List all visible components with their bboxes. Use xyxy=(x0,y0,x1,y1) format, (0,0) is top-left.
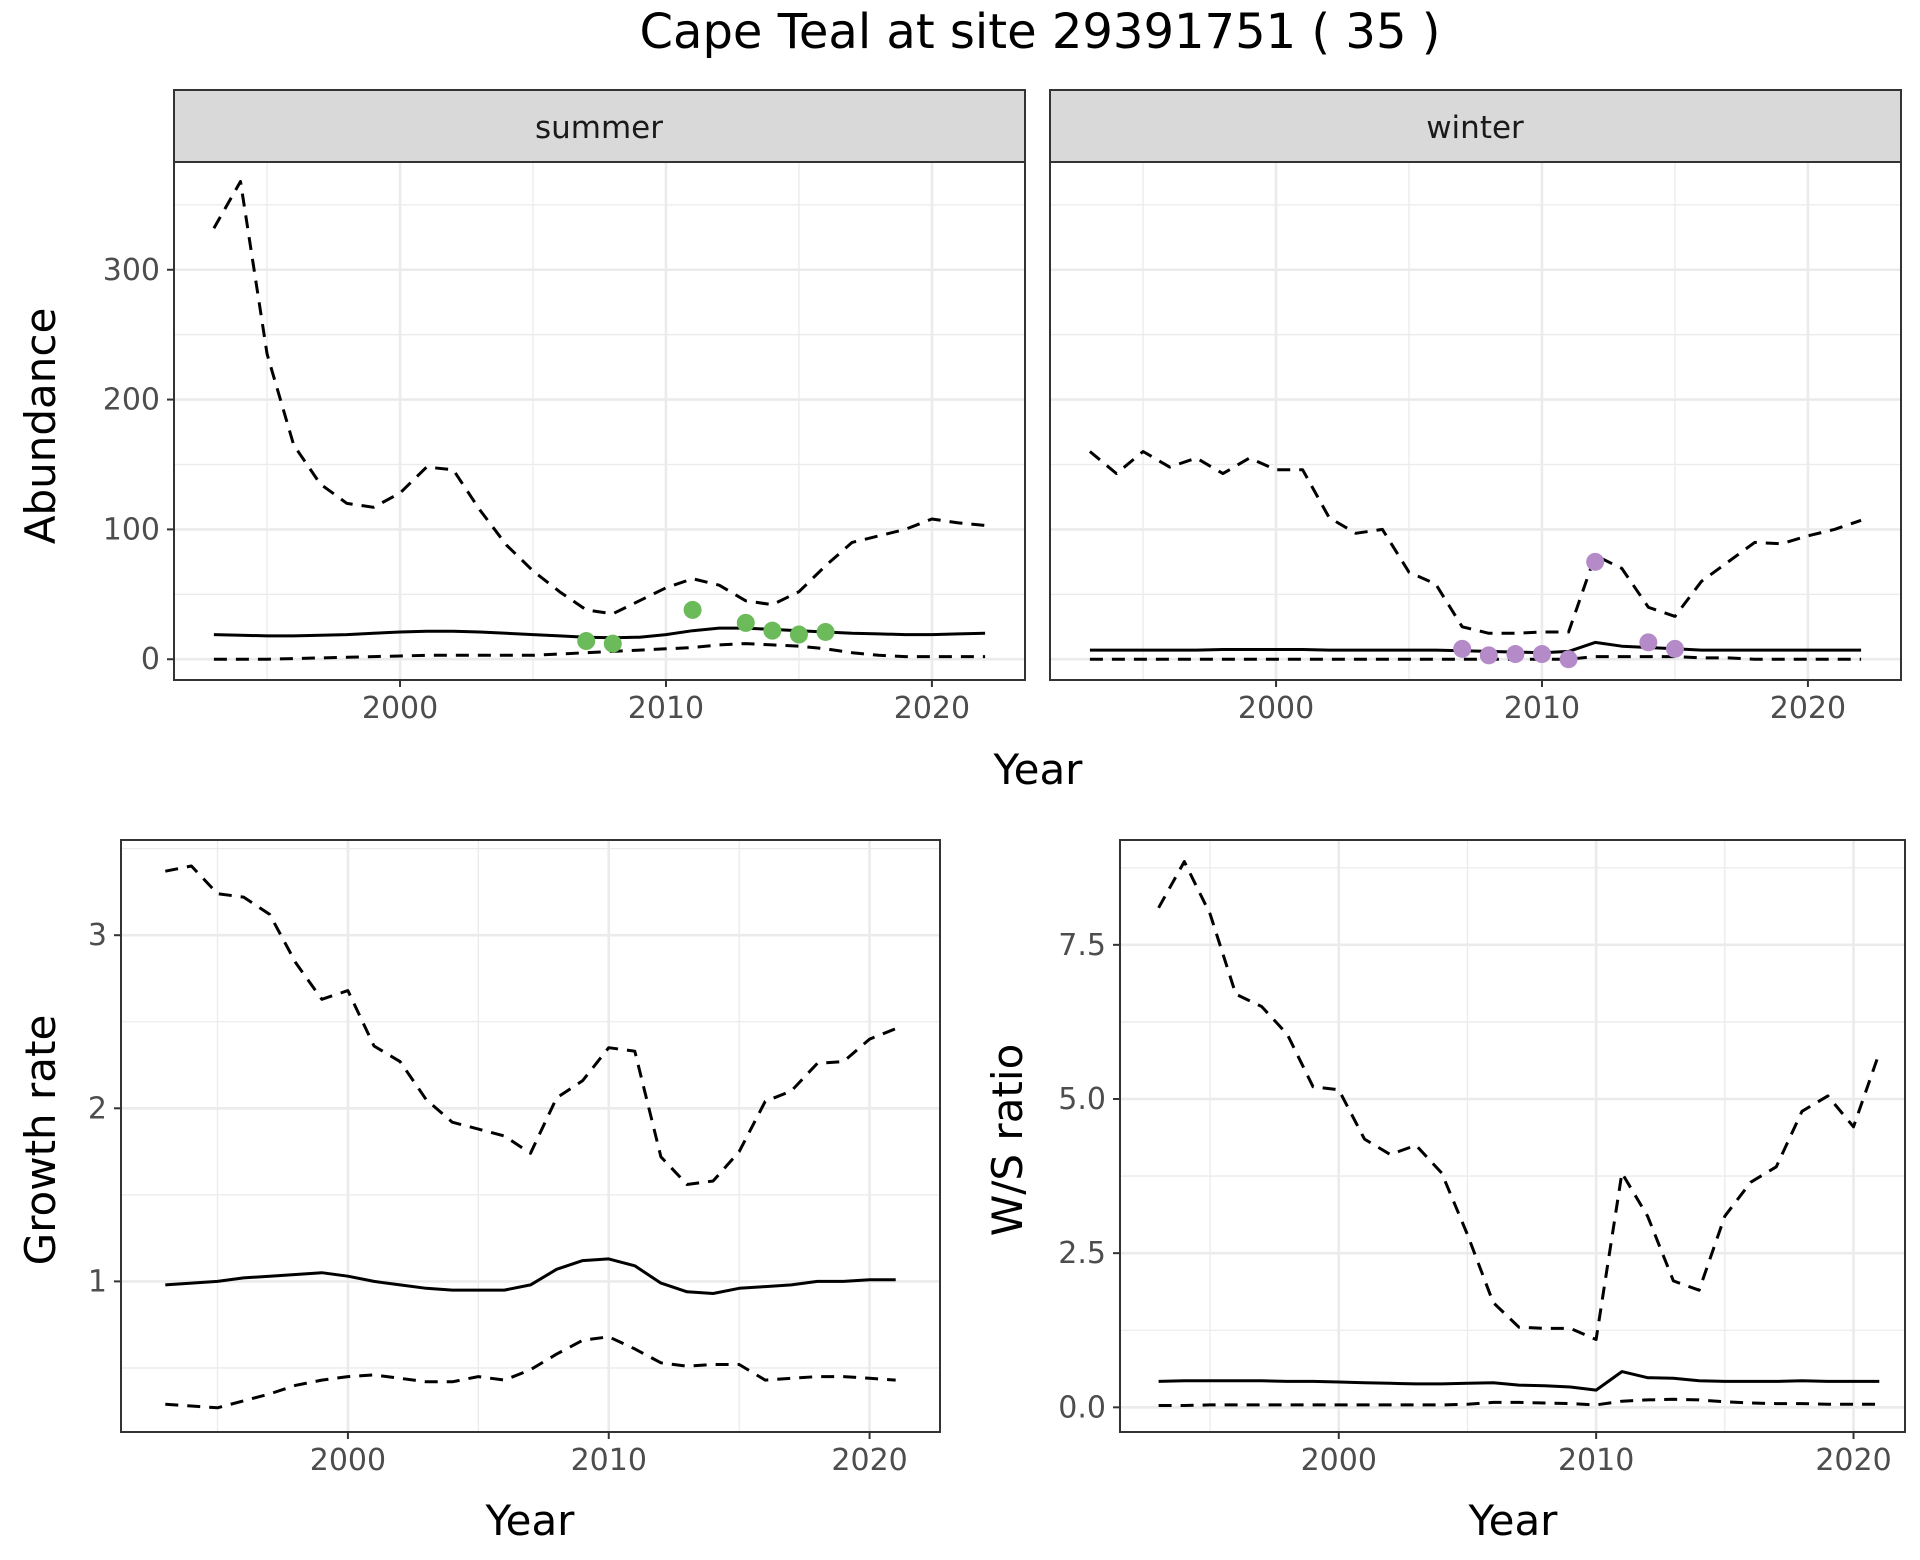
series-line-mean xyxy=(1089,640,1862,655)
growth-y-axis-title: Growth rate xyxy=(16,1015,65,1266)
observation-point xyxy=(789,625,808,644)
series-line-lower xyxy=(1158,1397,1880,1407)
x-tick-label: 2020 xyxy=(894,691,970,726)
observation-point xyxy=(1559,650,1578,669)
x-tick-label: 2010 xyxy=(1504,691,1580,726)
series-line-upper xyxy=(1088,450,1862,635)
x-tick-label: 2000 xyxy=(310,1443,386,1478)
observation-point xyxy=(1506,645,1525,664)
summer-strip-label: summer xyxy=(535,110,663,146)
panel-border xyxy=(1049,161,1902,681)
x-tick-label: 2000 xyxy=(362,691,438,726)
x-tick-label: 2020 xyxy=(1815,1443,1891,1478)
observation-point xyxy=(816,622,835,641)
x-tick-label: 2020 xyxy=(1770,691,1846,726)
observation-point xyxy=(603,634,622,653)
abundance-x-axis-title: Year xyxy=(993,745,1084,794)
observation-point xyxy=(736,613,755,632)
ws-x-axis-title: Year xyxy=(1468,1496,1559,1545)
y-tick-label: 2 xyxy=(88,1091,107,1126)
ws-y-axis-title: W/S ratio xyxy=(983,1044,1032,1237)
y-tick-label: 2.5 xyxy=(1058,1236,1106,1271)
panel-border xyxy=(120,839,941,1433)
plot-background xyxy=(121,840,940,1432)
series-line-mean xyxy=(165,1257,896,1295)
y-tick-label: 0 xyxy=(141,642,160,677)
y-tick-label: 200 xyxy=(103,383,160,418)
observation-point xyxy=(1453,639,1472,658)
abundance-y-axis-title: Abundance xyxy=(16,308,65,545)
series-line-mean xyxy=(213,626,986,640)
x-tick-label: 2010 xyxy=(628,691,704,726)
plot-background xyxy=(1120,840,1905,1432)
series-line-upper xyxy=(165,864,897,1186)
observation-point xyxy=(1586,552,1605,571)
y-tick-label: 3 xyxy=(88,918,107,953)
series-line-mean xyxy=(1158,1370,1880,1392)
x-tick-label: 2000 xyxy=(1301,1443,1377,1478)
growth-x-axis-title: Year xyxy=(485,1496,576,1545)
plot-background xyxy=(1050,162,1901,680)
observation-point xyxy=(1479,646,1498,665)
y-tick-label: 0.0 xyxy=(1058,1390,1106,1425)
x-tick-label: 2010 xyxy=(571,1443,647,1478)
figure-title: Cape Teal at site 29391751 ( 35 ) xyxy=(640,4,1441,60)
plot-background xyxy=(174,162,1025,680)
growth-rate-panel: 2000 2010 2020 1 2 3 xyxy=(88,839,941,1478)
y-tick-label: 100 xyxy=(103,512,160,547)
y-tick-label: 5.0 xyxy=(1058,1082,1106,1117)
summer-strip xyxy=(173,89,1026,163)
y-tick-label: 1 xyxy=(88,1264,107,1299)
x-tick-label: 2000 xyxy=(1238,691,1314,726)
winter-strip-label: winter xyxy=(1426,110,1524,146)
panel-border xyxy=(1119,839,1906,1433)
series-line-lower xyxy=(213,642,986,661)
winter-strip xyxy=(1049,89,1902,163)
observation-point xyxy=(763,621,782,640)
y-tick-label: 7.5 xyxy=(1058,928,1106,963)
observation-point xyxy=(683,600,702,619)
series-line-upper xyxy=(212,180,986,616)
observation-point xyxy=(1665,639,1684,658)
ws-ratio-panel: 2000 2010 2020 0.0 2.5 5.0 7.5 xyxy=(1058,839,1906,1478)
abundance-summer-panel: summer 2000 2010 2020 0 100 200 300 xyxy=(103,89,1026,726)
x-tick-label: 2020 xyxy=(831,1443,907,1478)
observation-point xyxy=(577,632,596,651)
x-tick-label: 2010 xyxy=(1558,1443,1634,1478)
observation-point xyxy=(1639,633,1658,652)
abundance-winter-panel: winter 2000 2010 2020 xyxy=(1049,89,1902,726)
panel-border xyxy=(173,161,1026,681)
series-line-lower xyxy=(1089,655,1862,661)
series-line-upper xyxy=(1157,860,1881,1341)
observation-point xyxy=(1532,645,1551,664)
y-tick-label: 300 xyxy=(103,253,160,288)
